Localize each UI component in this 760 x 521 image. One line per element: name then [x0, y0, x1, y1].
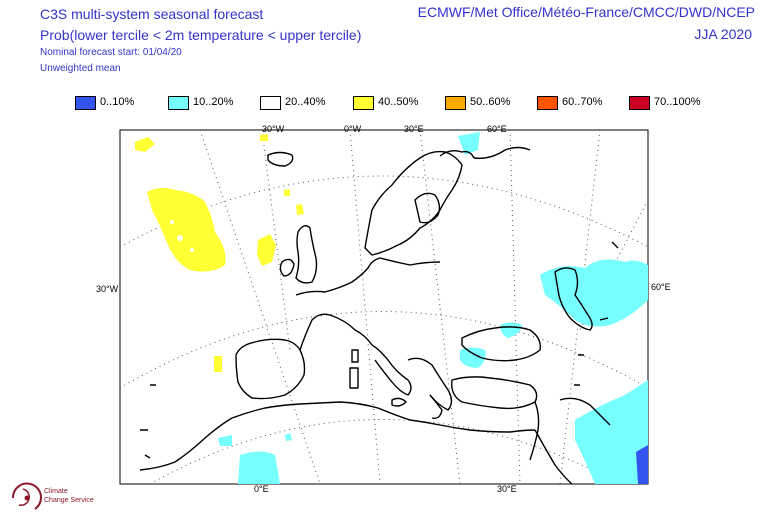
shading-0-10	[636, 445, 648, 484]
white-gap	[170, 220, 174, 224]
coastline-north-africa	[139, 401, 536, 471]
yellow-region-iceland	[257, 234, 276, 266]
legend-label: 70..100%	[654, 96, 701, 108]
coastline-gulf	[559, 397, 611, 426]
yellow-region-atlantic	[147, 187, 226, 272]
mean-type: Unweighted mean	[40, 63, 121, 74]
legend-swatch	[260, 96, 281, 110]
graticule-label-left: 30°W	[96, 284, 119, 294]
graticule-label-bottom: 30°E	[497, 484, 517, 494]
legend-swatch	[537, 96, 558, 110]
coastline-france	[299, 313, 373, 351]
graticule-label-top: 30°E	[404, 124, 424, 134]
legend-swatch	[353, 96, 374, 110]
coastline-red-sea	[534, 429, 573, 484]
coastline-islands-east	[574, 241, 619, 386]
coastline-britain	[295, 225, 318, 284]
legend-swatch	[75, 96, 96, 110]
legend-label: 20..40%	[285, 96, 326, 108]
blue-region-southeast	[636, 445, 648, 484]
legend-label: 10..20%	[193, 96, 234, 108]
shading-20-40-gaps	[170, 220, 194, 252]
graticule-line	[149, 419, 621, 484]
coastline-black-sea	[461, 326, 541, 362]
coastline-iceland	[267, 151, 294, 167]
coastline-sicily	[391, 397, 407, 407]
white-gap	[177, 235, 183, 241]
legend-label: 0..10%	[100, 96, 135, 108]
cyan-region-sahara	[238, 451, 280, 484]
logo-text: Change Service	[44, 497, 94, 504]
forecast-start: Nominal forecast start: 01/04/20	[40, 47, 182, 58]
coastline-iberia	[235, 338, 306, 400]
coastline-italy	[371, 344, 412, 396]
graticule-labels: 30°W 0°W 30°E 60°E 30°W 60°E 0°E 30°E	[96, 124, 671, 494]
cyan-region-libya	[218, 435, 232, 446]
cyan-region-southeast	[575, 380, 648, 484]
coastline-levant	[529, 401, 540, 461]
logo-text: Climate	[44, 488, 68, 495]
yellow-region-islet-1	[260, 134, 268, 141]
coastline-islands-west	[140, 384, 156, 459]
graticule-label-top: 60°E	[487, 124, 507, 134]
graticule-line	[120, 175, 648, 248]
coastline-sardinia	[349, 367, 359, 389]
map-title: C3S multi-system seasonal forecast	[40, 6, 264, 22]
legend-label: 40..50%	[378, 96, 419, 108]
yellow-region-islet-2	[284, 189, 290, 196]
legend-swatch	[629, 96, 650, 110]
yellow-region-islet-4	[214, 356, 222, 372]
cyan-region-aegean	[460, 347, 486, 368]
coastline-greece	[429, 394, 443, 420]
graticule-label-right: 60°E	[651, 282, 671, 292]
forecast-period: JJA 2020	[694, 26, 752, 42]
legend-label: 50..60%	[470, 96, 511, 108]
source-systems: ECMWF/Met Office/Météo-France/CMCC/DWD/N…	[417, 4, 755, 20]
coastline-corsica	[351, 349, 359, 363]
graticule-line	[509, 130, 521, 484]
coastline-scandinavia	[364, 150, 463, 256]
legend-swatch	[445, 96, 466, 110]
cyan-region-barents	[458, 132, 480, 155]
shading-10-20	[218, 132, 648, 484]
coastlines	[139, 146, 619, 484]
shading-40-50	[135, 134, 304, 372]
coastline-north-russia	[473, 146, 531, 160]
yellow-region-islet-3	[296, 204, 304, 215]
graticule-label-top: 30°W	[262, 124, 285, 134]
cyan-region-caspian	[540, 259, 648, 327]
coastline-kola	[439, 149, 475, 159]
map-subtitle: Prob(lower tercile < 2m temperature < up…	[40, 27, 362, 43]
legend-label: 60..70%	[562, 96, 603, 108]
coastline-caspian	[554, 267, 593, 331]
graticule-label-bottom: 0°E	[254, 484, 269, 494]
graticule	[120, 130, 648, 484]
logo-emblem	[11, 482, 42, 510]
cyan-region-egypt	[285, 433, 292, 441]
white-gap	[190, 248, 194, 252]
coastline-europe-west	[295, 257, 441, 296]
map-frame	[119, 129, 649, 485]
legend-swatch	[168, 96, 189, 110]
graticule-line	[261, 130, 291, 351]
coastline-balkans	[407, 357, 453, 411]
coastline-ireland	[279, 258, 295, 277]
yellow-region-greenland	[135, 137, 155, 152]
coastline-gulf-of-bothnia	[414, 192, 441, 224]
copernicus-logo: Climate Change Service	[11, 482, 94, 510]
graticule-label-top: 0°W	[344, 124, 362, 134]
